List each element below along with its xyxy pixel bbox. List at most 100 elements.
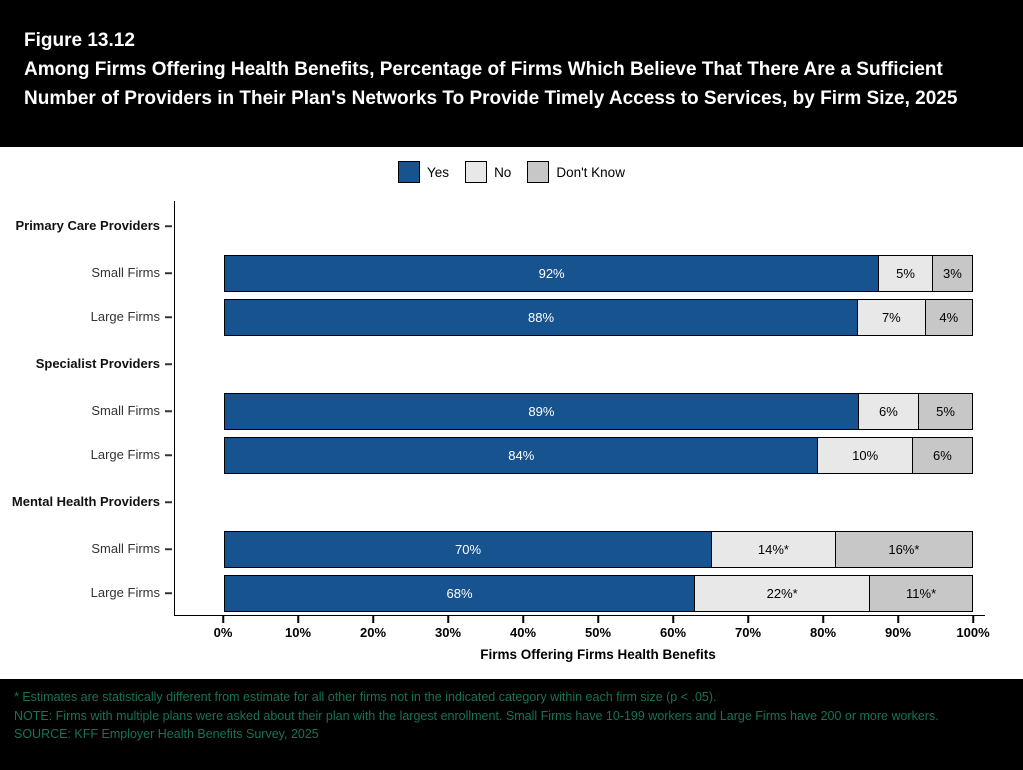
plot-grid: Primary Care Providers Small Firms 92% 5% 3%…	[0, 201, 990, 667]
y-axis-label: Small Firms	[91, 264, 160, 280]
segment-no: 7%	[856, 298, 926, 336]
bar-cell: 88% 7% 4%	[174, 295, 985, 339]
group-spacer-cell	[174, 339, 985, 389]
x-axis-scale: 0% 10% 20% 30% 40% 50% 60% 70% 80% 90% 100%	[214, 616, 990, 643]
x-axis-tick-label: 30%	[434, 625, 462, 640]
segment-no: 14%*	[710, 530, 836, 568]
y-axis-tick	[165, 225, 172, 227]
y-axis-group-label: Primary Care Providers	[15, 217, 160, 233]
x-axis-tick	[972, 616, 974, 623]
x-axis-spacer	[0, 615, 174, 643]
y-axis-label: Large Firms	[90, 584, 160, 600]
x-axis-tick-label: 60%	[659, 625, 687, 640]
x-axis-tick	[297, 616, 299, 623]
x-axis-tick-label: 70%	[734, 625, 762, 640]
x-axis-tick-label: 0%	[213, 625, 233, 640]
segment-no: 5%	[878, 254, 933, 292]
segment-dont-know: 6%	[911, 436, 973, 474]
bar-cell: 89% 6% 5%	[174, 389, 985, 433]
bar-value-label: 84%	[508, 447, 535, 463]
footnote-note: NOTE: Firms with multiple plans were ask…	[14, 708, 939, 723]
figure-number: Figure 13.12	[24, 30, 135, 51]
figure-title: Among Firms Offering Health Benefits, Pe…	[24, 59, 958, 109]
bar-value-label: 16%*	[888, 541, 920, 557]
bar-value-label: 89%	[528, 403, 555, 419]
y-axis-tick	[165, 410, 172, 412]
group-spacer-cell	[174, 477, 985, 527]
segment-yes: 92%	[224, 254, 880, 292]
y-axis-tick	[165, 363, 172, 365]
bar-value-label: 10%	[852, 447, 879, 463]
x-axis-tick-label: 90%	[884, 625, 912, 640]
bar-value-label: 92%	[538, 265, 565, 281]
x-axis-tick-label: 100%	[956, 625, 990, 640]
x-axis-tick	[447, 616, 449, 623]
segment-no: 6%	[857, 392, 920, 430]
stacked-bar: 89% 6% 5%	[224, 392, 973, 430]
y-axis-label-cell: Small Firms	[0, 251, 174, 295]
bar-cell: 70% 14%* 16%*	[174, 527, 985, 571]
bar-value-label: 70%	[455, 541, 482, 557]
y-axis-label-cell: Large Firms	[0, 571, 174, 615]
segment-yes: 88%	[224, 298, 859, 336]
bar-value-label: 5%	[896, 265, 915, 281]
bar-cell: 84% 10% 6%	[174, 433, 985, 477]
x-axis-tick	[672, 616, 674, 623]
legend-item: Don't Know	[527, 161, 625, 183]
y-axis-label-cell: Small Firms	[0, 389, 174, 433]
segment-dont-know: 4%	[924, 298, 973, 336]
stacked-bar: 88% 7% 4%	[224, 298, 973, 336]
x-axis-title-spacer	[0, 643, 174, 667]
segment-yes: 84%	[224, 436, 819, 474]
bar-value-label: 5%	[936, 403, 955, 419]
segment-dont-know: 3%	[931, 254, 973, 292]
footnotes: * Estimates are statistically different …	[0, 679, 1023, 770]
x-axis-tick	[522, 616, 524, 623]
segment-dont-know: 5%	[918, 392, 973, 430]
x-axis-tick-label: 50%	[584, 625, 612, 640]
legend-swatch	[465, 161, 488, 183]
x-axis-tick	[597, 616, 599, 623]
y-axis-label-cell: Large Firms	[0, 433, 174, 477]
y-axis-label: Large Firms	[90, 446, 160, 462]
x-axis-title: Firms Offering Firms Health Benefits	[480, 647, 716, 662]
y-axis-group-label-cell: Specialist Providers	[0, 339, 174, 389]
x-axis-tick	[372, 616, 374, 623]
stacked-bar: 84% 10% 6%	[224, 436, 973, 474]
y-axis-tick	[165, 454, 172, 456]
bar-cell: 68% 22%* 11%*	[174, 571, 985, 615]
segment-dont-know: 16%*	[834, 530, 973, 568]
y-axis-tick	[165, 501, 172, 503]
segment-no: 22%*	[693, 574, 871, 612]
bar-value-label: 22%*	[766, 585, 798, 601]
legend-item: Yes	[398, 161, 449, 183]
segment-no: 10%	[817, 436, 913, 474]
bar-value-label: 4%	[939, 309, 959, 325]
x-axis-tick	[747, 616, 749, 623]
x-axis: 0% 10% 20% 30% 40% 50% 60% 70% 80% 90% 100%	[174, 615, 990, 643]
stacked-bar: 92% 5% 3%	[224, 254, 973, 292]
legend-label: No	[494, 164, 512, 180]
y-axis-tick	[165, 272, 172, 274]
legend-swatch	[398, 161, 421, 183]
y-axis-label: Large Firms	[90, 308, 160, 324]
footnote-source: SOURCE: KFF Employer Health Benefits Sur…	[14, 727, 319, 741]
segment-yes: 70%	[224, 530, 713, 568]
stacked-bar: 70% 14%* 16%*	[224, 530, 973, 568]
bar-value-label: 3%	[942, 265, 962, 281]
segment-yes: 89%	[224, 392, 859, 430]
bar-value-label: 68%	[446, 585, 473, 601]
legend-item: No	[465, 161, 511, 183]
y-axis-tick	[165, 316, 172, 318]
legend-swatch	[527, 161, 550, 183]
y-axis-label: Small Firms	[91, 540, 160, 556]
y-axis-tick	[165, 548, 172, 550]
bar-value-label: 6%	[932, 447, 952, 463]
stacked-bar: 68% 22%* 11%*	[224, 574, 973, 612]
x-axis-tick	[822, 616, 824, 623]
x-axis-tick	[897, 616, 899, 623]
y-axis-group-label: Specialist Providers	[35, 355, 160, 371]
y-axis-label: Small Firms	[91, 402, 160, 418]
legend-label: Yes	[427, 164, 450, 180]
